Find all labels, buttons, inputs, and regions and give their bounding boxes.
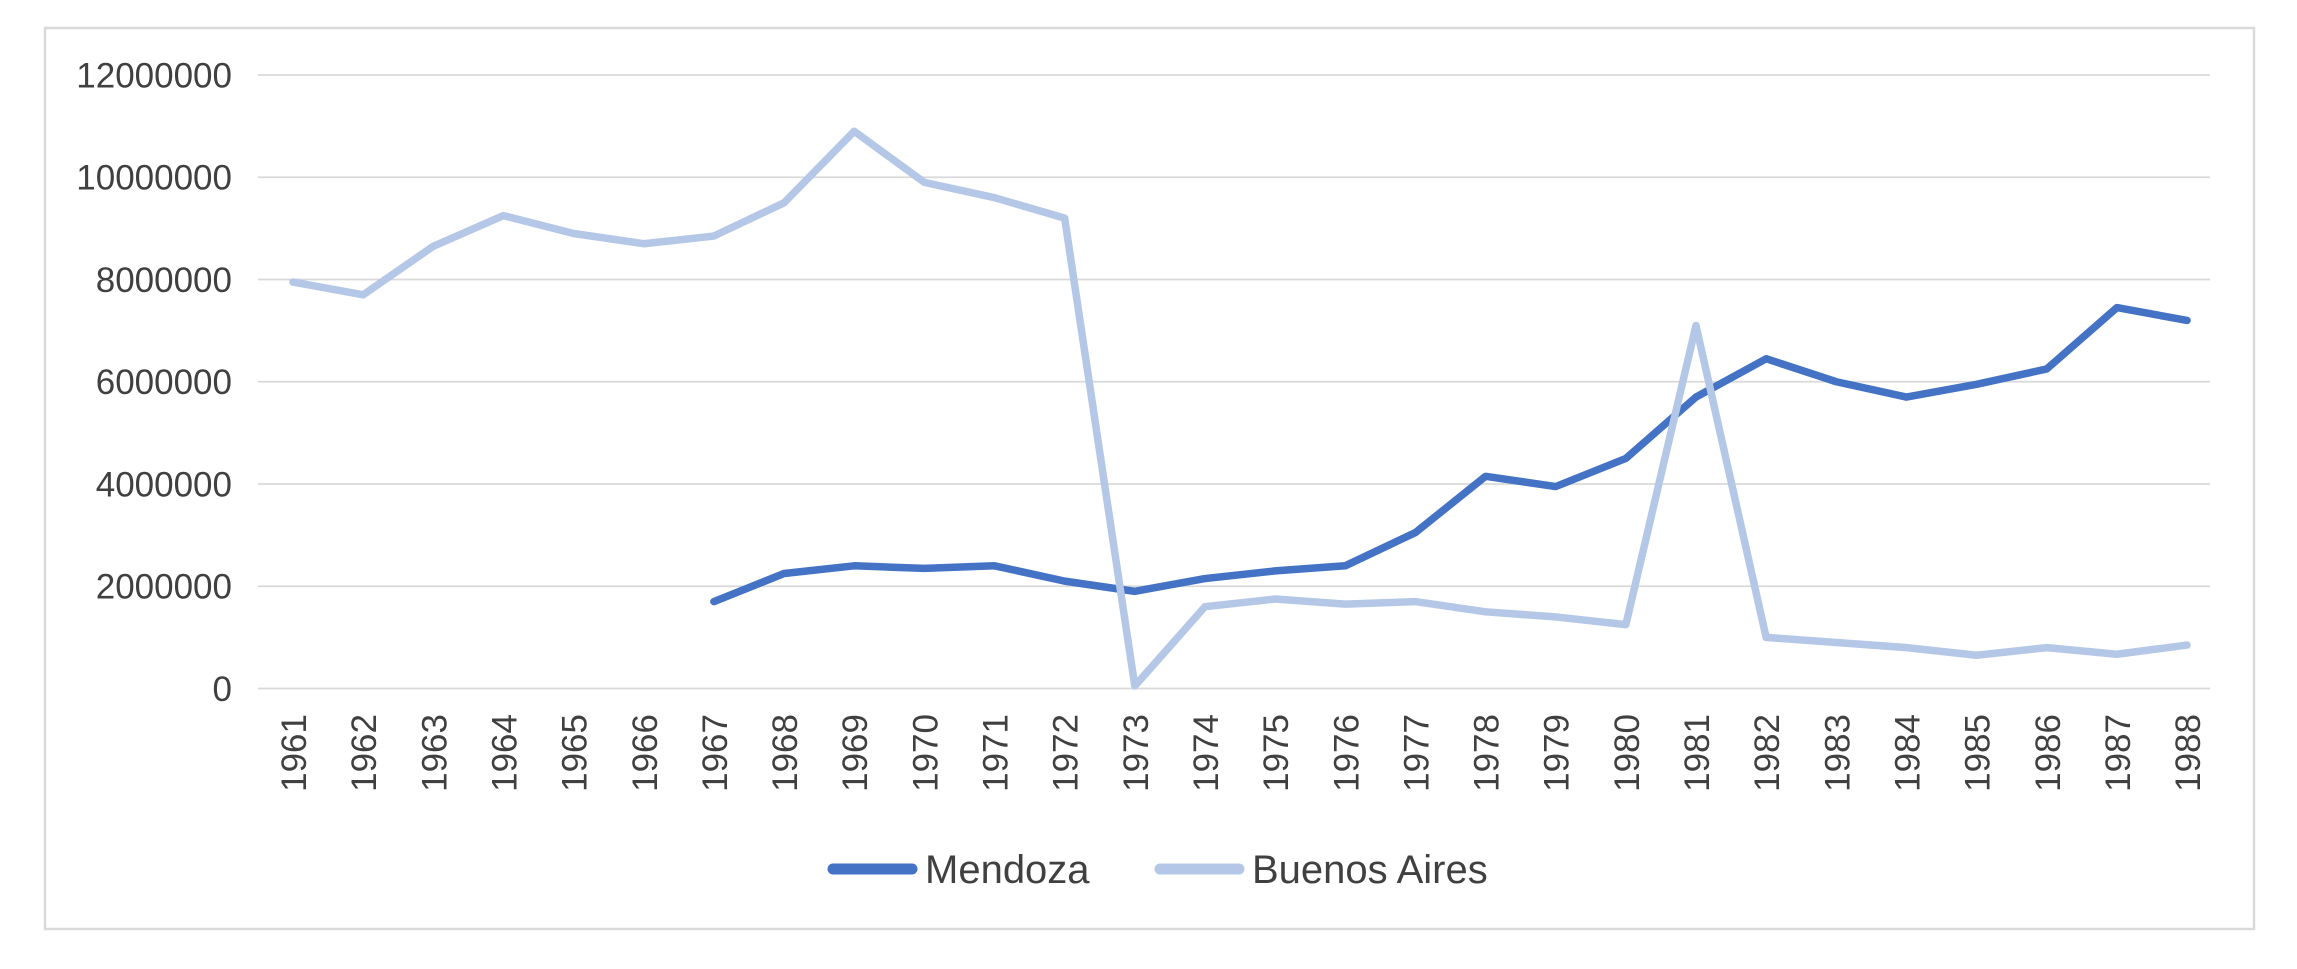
y-tick-label: 8000000 [96,261,232,300]
x-tick-label: 1963 [415,714,454,792]
series-line-mendoza [710,303,2191,606]
x-tick-label: 1977 [1397,714,1436,792]
y-tick-label: 6000000 [96,363,232,402]
x-tick-label: 1970 [906,714,945,792]
x-tick-label: 1982 [1748,714,1787,792]
x-tick-label: 1985 [1959,714,1998,792]
x-tick-label: 1981 [1678,714,1717,792]
x-tick-label: 1967 [696,714,735,792]
x-tick-label: 1976 [1327,714,1366,792]
x-tick-label: 1969 [836,714,875,792]
series-line-buenos-aires [289,127,2191,690]
y-tick-label: 0 [213,670,232,709]
x-tick-label: 1965 [556,714,595,792]
legend-label-mendoza: Mendoza [925,848,1090,892]
y-tick-label: 2000000 [96,568,232,607]
x-tick-label: 1971 [977,714,1016,792]
legend-label-buenos-aires: Buenos Aires [1252,848,1488,892]
x-tick-label: 1984 [1888,714,1927,792]
legend: Mendoza Buenos Aires [827,848,1488,892]
y-tick-label: 10000000 [76,159,232,198]
x-tick-label: 1978 [1468,714,1507,792]
x-tick-label: 1972 [1047,714,1086,792]
x-tick-label: 1966 [626,714,665,792]
y-tick-label: 4000000 [96,465,232,504]
chart-frame [43,26,2256,931]
series-lines [289,127,2191,690]
gridlines [258,74,2210,690]
x-axis-labels: 1961 1962 1963 1964 1965 1966 1967 1968 1969 1970… [275,714,2208,792]
y-axis-labels: 0 2000000 4000000 6000000 8000000 10000000 120… [76,56,232,709]
x-tick-label: 1964 [485,714,524,792]
x-tick-label: 1961 [275,714,314,792]
x-tick-label: 1979 [1538,714,1577,792]
y-tick-label: 12000000 [76,56,232,95]
x-tick-label: 1988 [2169,714,2208,792]
x-tick-label: 1975 [1257,714,1296,792]
x-tick-label: 1974 [1187,714,1226,792]
x-tick-label: 1973 [1117,714,1156,792]
x-tick-label: 1962 [345,714,384,792]
x-tick-label: 1986 [2029,714,2068,792]
x-tick-label: 1987 [2099,714,2138,792]
x-tick-label: 1968 [766,714,805,792]
x-tick-label: 1980 [1608,714,1647,792]
x-tick-label: 1983 [1818,714,1857,792]
